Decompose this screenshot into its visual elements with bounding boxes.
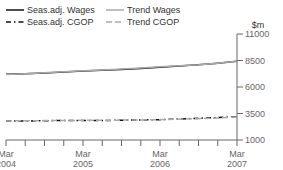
svg-text:Mar2005: Mar2005: [73, 149, 93, 169]
html-text:Trend CGOP: Trend CGOP: [127, 17, 180, 27]
svg-text:6000: 6000: [245, 82, 265, 92]
svg-text:8500: 8500: [245, 56, 265, 66]
svg-text:Mar2006: Mar2006: [150, 149, 170, 169]
svg-text:$m: $m: [252, 20, 265, 30]
html-text:Trend Wages: Trend Wages: [127, 5, 181, 15]
svg-text:3500: 3500: [245, 109, 265, 119]
svg-text:Mar2007: Mar2007: [227, 149, 247, 169]
svg-text:Mar2004: Mar2004: [8, 149, 16, 169]
html-text:Seas.adj. CGOP: Seas.adj. CGOP: [27, 17, 94, 27]
html-text:Seas.adj. Wages: Seas.adj. Wages: [27, 5, 95, 15]
svg-text:11000: 11000: [245, 29, 269, 39]
svg-text:1000: 1000: [245, 135, 265, 145]
